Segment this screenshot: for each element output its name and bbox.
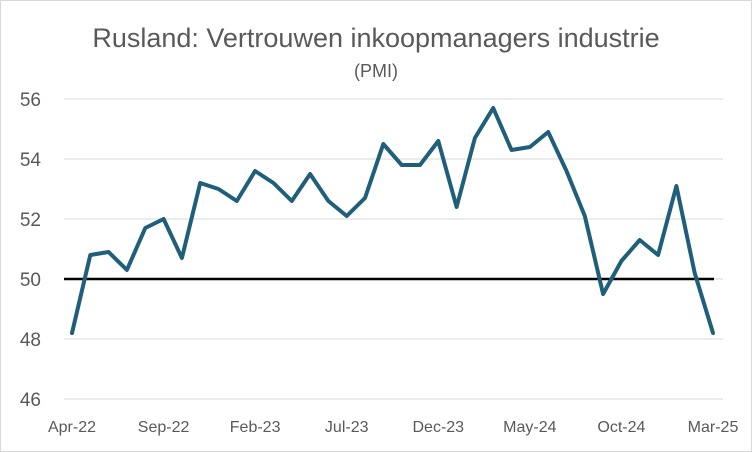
data-point <box>491 106 495 110</box>
x-tick-label: Oct-24 <box>597 419 645 436</box>
data-point <box>381 142 385 146</box>
data-point <box>693 271 697 275</box>
data-point <box>619 259 623 263</box>
data-point <box>271 181 275 185</box>
data-point <box>638 238 642 242</box>
chart-title: Rusland: Vertrouwen inkoopmanagers indus… <box>92 23 660 53</box>
data-point <box>143 226 147 230</box>
data-point <box>70 331 74 335</box>
data-point <box>253 169 257 173</box>
data-point <box>125 268 129 272</box>
data-point <box>711 331 715 335</box>
x-tick-label: Feb-23 <box>230 419 281 436</box>
data-point <box>601 292 605 296</box>
data-point <box>510 148 514 152</box>
x-axis-ticks: Apr-22 Sep-22 Feb-23 Jul-23 Dec-23 May-24 Oct-… <box>48 419 738 436</box>
data-point <box>290 199 294 203</box>
y-tick-label: 50 <box>20 270 41 291</box>
data-point <box>546 130 550 134</box>
data-point <box>564 169 568 173</box>
data-point <box>180 256 184 260</box>
y-tick-label: 48 <box>20 330 41 351</box>
y-tick-label: 52 <box>20 210 41 231</box>
x-tick-label: Mar-25 <box>688 419 739 436</box>
x-tick-label: May-24 <box>503 419 556 436</box>
data-point <box>674 184 678 188</box>
x-tick-label: Apr-22 <box>48 419 96 436</box>
data-point <box>198 181 202 185</box>
data-point <box>656 253 660 257</box>
data-point <box>455 205 459 209</box>
y-tick-label: 54 <box>20 150 42 171</box>
data-point <box>107 250 111 254</box>
series-group <box>70 106 715 335</box>
x-tick-label: Dec-23 <box>412 419 464 436</box>
data-point <box>88 253 92 257</box>
data-point <box>308 172 312 176</box>
x-tick-label: Jul-23 <box>325 419 369 436</box>
x-tick-label: Sep-22 <box>138 419 190 436</box>
y-tick-label: 56 <box>20 90 41 111</box>
data-point <box>418 163 422 167</box>
data-point <box>473 136 477 140</box>
data-point <box>217 187 221 191</box>
data-point <box>583 214 587 218</box>
data-point <box>345 214 349 218</box>
data-point <box>326 199 330 203</box>
data-point <box>363 196 367 200</box>
series-line <box>70 106 715 335</box>
chart-subtitle: (PMI) <box>354 61 398 81</box>
y-tick-label: 46 <box>20 390 41 411</box>
data-point <box>436 139 440 143</box>
data-point <box>400 163 404 167</box>
data-point <box>528 145 532 149</box>
y-axis-ticks: 46 48 50 52 54 56 <box>20 90 42 411</box>
data-point <box>235 199 239 203</box>
data-point <box>162 217 166 221</box>
